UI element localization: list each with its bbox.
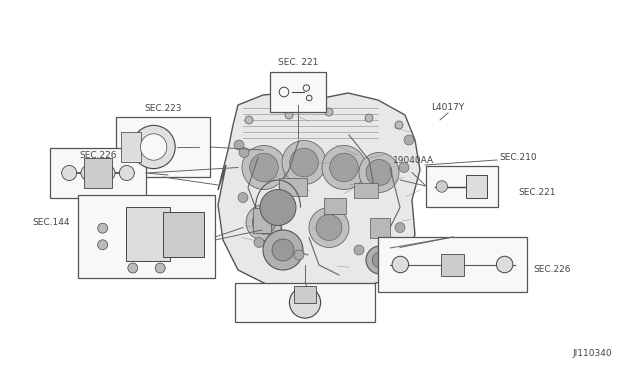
Bar (253, 208, 271, 232)
Circle shape (119, 166, 134, 180)
Bar (440, 253, 465, 276)
Circle shape (309, 208, 349, 247)
Circle shape (290, 148, 318, 177)
Bar (370, 218, 390, 237)
Circle shape (140, 134, 167, 160)
Circle shape (81, 166, 96, 180)
Circle shape (322, 145, 366, 189)
Circle shape (365, 114, 373, 122)
Circle shape (238, 192, 248, 202)
Circle shape (263, 230, 303, 270)
Circle shape (128, 263, 138, 273)
Bar (294, 286, 316, 302)
Text: SEC.221: SEC.221 (518, 187, 556, 196)
Circle shape (239, 148, 249, 157)
Text: SEC. 221: SEC. 221 (278, 58, 318, 67)
Text: L4017Y: L4017Y (431, 103, 464, 112)
Polygon shape (218, 92, 420, 293)
Circle shape (254, 237, 264, 247)
Circle shape (359, 153, 399, 192)
Circle shape (234, 140, 244, 150)
Bar (279, 177, 307, 196)
Text: SEC.226: SEC.226 (79, 151, 116, 160)
Circle shape (156, 263, 165, 273)
Text: 19040AA: 19040AA (393, 155, 434, 164)
Text: SEC.226: SEC.226 (533, 266, 570, 275)
Circle shape (325, 108, 333, 116)
Circle shape (61, 166, 77, 180)
Bar (116, 117, 210, 177)
Circle shape (354, 245, 364, 255)
Text: SEC.144: SEC.144 (32, 218, 70, 227)
Circle shape (399, 163, 409, 173)
Circle shape (372, 252, 388, 268)
Text: SEC.210: SEC.210 (499, 153, 536, 161)
Bar (354, 183, 378, 198)
Circle shape (366, 246, 394, 274)
Bar (466, 175, 487, 198)
Circle shape (98, 240, 108, 250)
Bar (426, 166, 498, 207)
Bar (235, 283, 375, 322)
Bar (324, 198, 346, 214)
Circle shape (100, 166, 115, 180)
Circle shape (497, 256, 513, 273)
Circle shape (246, 205, 282, 241)
Circle shape (282, 141, 326, 185)
Circle shape (366, 160, 392, 186)
Bar (121, 132, 141, 162)
Circle shape (132, 125, 175, 169)
Circle shape (294, 250, 304, 260)
Bar (126, 208, 170, 262)
Bar (50, 148, 146, 198)
Circle shape (395, 222, 405, 232)
Circle shape (252, 211, 276, 234)
Bar (378, 237, 527, 292)
Bar (163, 212, 204, 257)
Circle shape (392, 256, 408, 273)
Circle shape (250, 153, 278, 182)
Circle shape (436, 181, 447, 192)
Circle shape (242, 145, 286, 189)
Text: SEC.223: SEC.223 (144, 103, 182, 112)
Bar (84, 158, 113, 188)
Bar (270, 72, 326, 112)
Circle shape (285, 111, 293, 119)
Bar (78, 195, 215, 278)
Text: JI110340: JI110340 (572, 349, 612, 358)
Circle shape (98, 223, 108, 233)
Circle shape (404, 135, 414, 145)
Circle shape (330, 153, 358, 182)
Circle shape (395, 121, 403, 129)
Circle shape (245, 116, 253, 124)
Circle shape (316, 215, 342, 241)
Circle shape (260, 189, 296, 225)
Circle shape (289, 287, 321, 318)
Circle shape (272, 239, 294, 261)
